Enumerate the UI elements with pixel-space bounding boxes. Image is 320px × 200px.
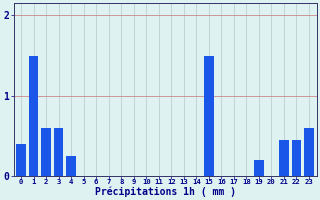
Bar [67,156,76,176]
Bar [204,56,213,176]
Bar [279,140,289,176]
X-axis label: Précipitations 1h ( mm ): Précipitations 1h ( mm ) [94,186,236,197]
Bar [292,140,301,176]
Bar [254,160,264,176]
Bar [29,56,38,176]
Bar [41,128,51,176]
Bar [304,128,314,176]
Bar [54,128,63,176]
Bar [16,144,26,176]
